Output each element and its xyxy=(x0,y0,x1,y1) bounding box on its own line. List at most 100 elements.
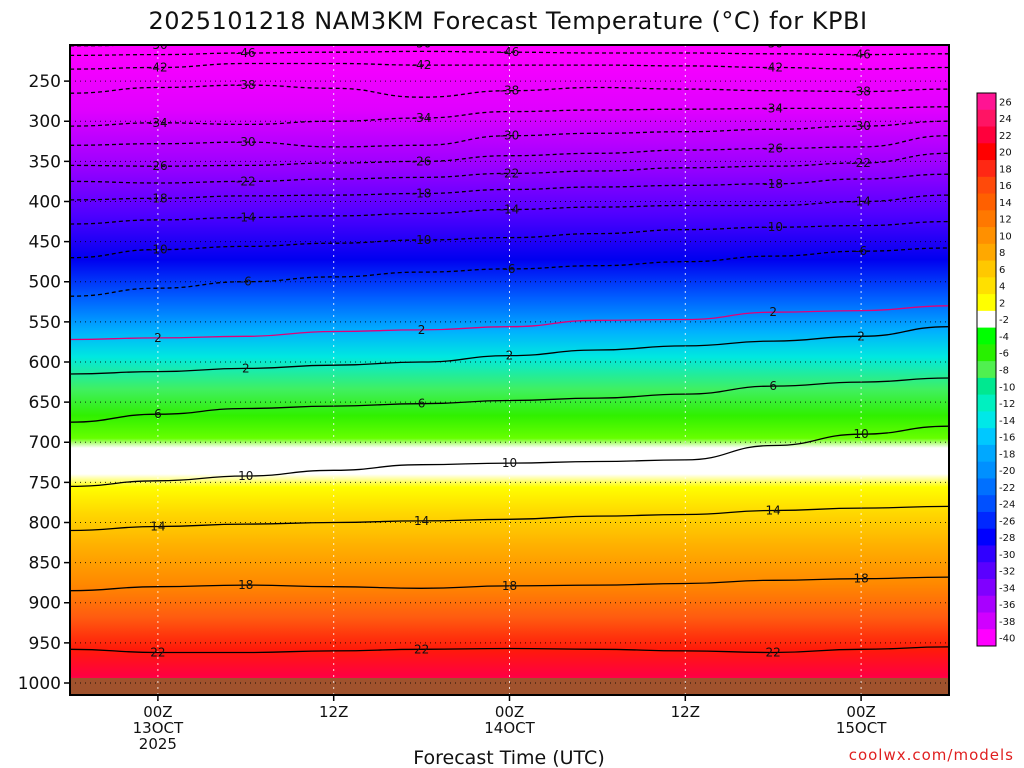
colorbar-cell xyxy=(977,629,996,647)
colorbar-label: 16 xyxy=(999,181,1012,192)
y-tick-label: 450 xyxy=(29,233,61,253)
chart-title: 2025101218 NAM3KM Forecast Temperature (… xyxy=(148,7,867,35)
isotherm-label: -30 xyxy=(236,135,256,149)
colorbar-label: -24 xyxy=(999,500,1015,511)
colorbar-cell xyxy=(977,511,996,530)
isotherm-label: 2 xyxy=(506,349,514,363)
colorbar-cell xyxy=(977,344,996,362)
isotherm-label: 14 xyxy=(150,520,165,534)
colorbar-cell xyxy=(977,528,996,546)
credit-text: coolwx.com/models xyxy=(849,746,1014,764)
colorbar-label: -34 xyxy=(999,583,1015,594)
isotherm-label: 6 xyxy=(418,397,426,411)
isotherm-label: -46 xyxy=(236,46,256,60)
colorbar-cell xyxy=(977,126,996,144)
isotherm-label: -50 xyxy=(148,38,168,52)
colorbar-cell xyxy=(977,227,996,245)
colorbar-cell xyxy=(977,612,996,630)
isotherm-label: -42 xyxy=(412,58,432,72)
isotherm-2 xyxy=(70,305,949,341)
isotherm-label: -30 xyxy=(851,119,871,133)
colorbar-label: -36 xyxy=(999,600,1015,611)
isotherm-label: -14 xyxy=(851,194,871,208)
isotherm-label: 6 xyxy=(769,379,777,393)
isotherm-label: -34 xyxy=(412,111,432,125)
isotherm-label: 18 xyxy=(502,579,517,593)
colorbar-cell xyxy=(977,411,996,429)
colorbar-cell xyxy=(977,578,996,597)
isotherm-label: -30 xyxy=(500,129,520,143)
x-tick-label: 00Z xyxy=(495,703,524,721)
colorbar-cell xyxy=(977,444,996,463)
colorbar-frame xyxy=(976,92,997,647)
isotherm-2 xyxy=(70,326,949,375)
isotherm-label: -50 xyxy=(412,36,432,50)
x-tick-label: 14OCT xyxy=(484,719,535,737)
isotherm-label: 18 xyxy=(238,578,253,592)
isotherm-22 xyxy=(70,646,949,654)
colorbar-label: 22 xyxy=(999,131,1012,142)
y-tick-label: 300 xyxy=(29,112,61,132)
isotherm-label: 22 xyxy=(150,646,165,660)
isotherm-label: 22 xyxy=(766,646,781,660)
colorbar-label: 6 xyxy=(999,265,1005,276)
colorbar-cell xyxy=(977,109,996,128)
colorbar-cell xyxy=(977,394,996,412)
isotherm-label: 6 xyxy=(154,407,162,421)
colorbar-label: 8 xyxy=(999,248,1005,259)
y-tick-label: 850 xyxy=(29,554,61,574)
colorbar-cell xyxy=(977,327,996,345)
isotherm-label: -34 xyxy=(148,116,168,130)
y-tick-label: 550 xyxy=(29,313,61,333)
colorbar-label: 2 xyxy=(999,298,1005,309)
x-tick-label: 12Z xyxy=(671,703,700,721)
isotherm-label: -6 xyxy=(855,244,867,258)
y-tick-label: 800 xyxy=(29,513,61,533)
y-tick-label: 400 xyxy=(29,192,61,212)
colorbar-label: -20 xyxy=(999,466,1015,477)
colorbar-cell xyxy=(977,294,996,312)
isotherm-label: 10 xyxy=(238,469,253,483)
isotherm-label: -6 xyxy=(504,262,516,276)
isotherm-label: 2 xyxy=(242,361,250,375)
colorbar-label: 4 xyxy=(999,282,1005,293)
colorbar-cell xyxy=(977,210,996,228)
x-tick-label: 00Z xyxy=(846,703,875,721)
isotherm-label: -14 xyxy=(236,211,256,225)
colorbar-label: -38 xyxy=(999,617,1015,628)
y-tick-label: 700 xyxy=(29,433,61,453)
isotherm-label: -18 xyxy=(148,191,168,205)
colorbar-cell xyxy=(977,377,996,396)
isotherm-label: -22 xyxy=(851,156,871,170)
y-tick-label: 650 xyxy=(29,393,61,413)
isotherm-label: -26 xyxy=(148,159,168,173)
colorbar-cell xyxy=(977,495,996,513)
isotherm-label: 22 xyxy=(414,642,429,656)
colorbar-cell xyxy=(977,143,996,161)
isotherm-6 xyxy=(70,377,949,423)
colorbar-label: 14 xyxy=(999,198,1012,209)
y-tick-label: 900 xyxy=(29,594,61,614)
colorbar-label: 20 xyxy=(999,148,1012,159)
colorbar-cell xyxy=(977,243,996,262)
colorbar-label: -4 xyxy=(999,332,1009,343)
isotherm-14 xyxy=(70,505,949,532)
y-tick-label: 950 xyxy=(29,634,61,654)
colorbar-label: -12 xyxy=(999,399,1015,410)
y-tick-label: 500 xyxy=(29,273,61,293)
colorbar-label: -26 xyxy=(999,516,1015,527)
isotherm-label: -42 xyxy=(763,60,783,74)
isotherm-label: 2 xyxy=(769,305,777,319)
isotherm-label: 2 xyxy=(418,323,426,337)
isotherm-label: 14 xyxy=(414,514,429,528)
colorbar-cell xyxy=(977,160,996,178)
colorbar-label: -22 xyxy=(999,483,1015,494)
y-tick-label: 750 xyxy=(29,473,61,493)
y-tick-label: 350 xyxy=(29,152,61,172)
isotherm-label: -10 xyxy=(148,243,168,257)
isotherm-label: -26 xyxy=(763,142,783,156)
isotherm-label: 10 xyxy=(502,456,517,470)
isotherm-18 xyxy=(70,576,949,592)
y-tick-label: 600 xyxy=(29,353,61,373)
